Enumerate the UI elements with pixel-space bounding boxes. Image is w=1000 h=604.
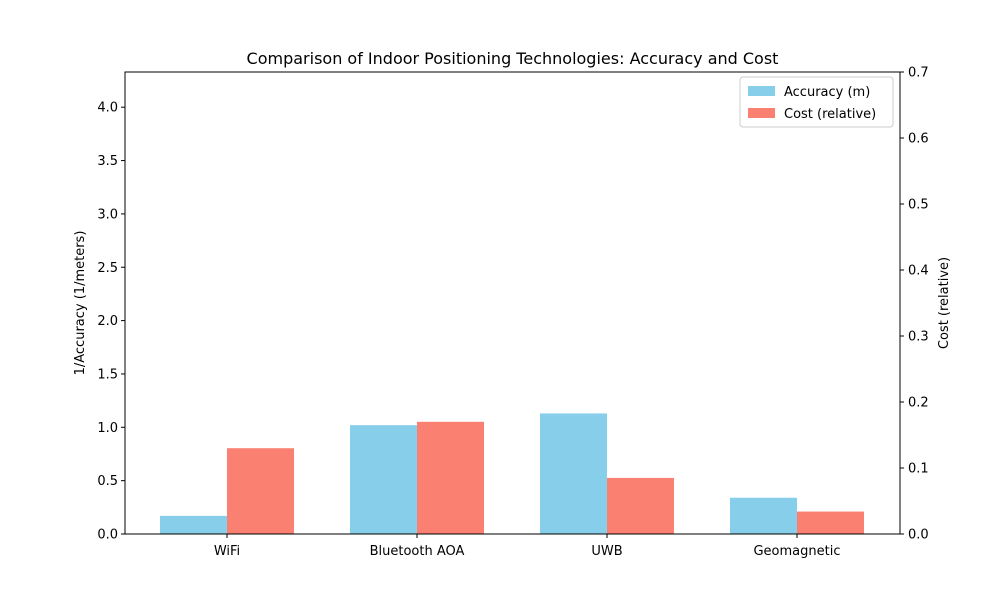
bar-accuracy-uwb	[540, 413, 607, 534]
left-y-tick-label: 1.5	[97, 367, 118, 382]
legend-box	[739, 76, 894, 128]
legend-swatch	[748, 108, 775, 118]
left-y-tick-label: 0.5	[97, 474, 118, 489]
bar-cost-geomagnetic	[797, 511, 864, 534]
legend-entry-label: Cost (relative)	[784, 107, 876, 122]
x-tick-label: Bluetooth AOA	[370, 544, 465, 559]
left-y-tick-label: 0.0	[97, 528, 118, 543]
x-tick-label: Geomagnetic	[753, 544, 840, 559]
right-y-tick-label: 0.2	[908, 396, 929, 411]
left-y-tick-label: 3.0	[97, 207, 118, 222]
x-axis: WiFi Bluetooth AOA UWB Geomagnetic	[214, 534, 841, 559]
right-y-axis: 0.0 0.1 0.2 0.3 0.4 0.5 0.6 0.7	[900, 66, 929, 543]
left-y-tick-label: 2.0	[97, 314, 118, 329]
bars-layer	[160, 413, 864, 534]
plot-frame	[124, 71, 901, 535]
left-y-tick-label: 1.0	[97, 421, 118, 436]
left-y-tick-label: 3.5	[97, 154, 118, 169]
bar-cost-wifi	[227, 448, 294, 534]
x-tick-label: WiFi	[214, 544, 240, 559]
left-y-axis: 0.0 0.5 1.0 1.5 2.0 2.5 3.0 3.5 4.0	[97, 101, 125, 543]
bar-accuracy-geomagnetic	[730, 497, 797, 534]
x-tick-label: UWB	[591, 544, 622, 559]
right-y-tick-label: 0.7	[908, 66, 929, 81]
legend-entry-label: Accuracy (m)	[784, 85, 870, 100]
left-y-tick-label: 4.0	[97, 101, 118, 116]
bar-cost-bluetooth-aoa	[417, 421, 484, 534]
right-y-tick-label: 0.6	[908, 132, 929, 147]
right-y-tick-label: 0.3	[908, 330, 929, 345]
bar-cost-uwb	[607, 477, 674, 534]
left-y-axis-label: 1/Accuracy (1/meters)	[73, 231, 88, 376]
right-y-tick-label: 0.0	[908, 528, 929, 543]
right-y-axis-label: Cost (relative)	[937, 257, 952, 349]
left-y-tick-label: 2.5	[97, 261, 118, 276]
right-y-tick-label: 0.4	[908, 264, 929, 279]
legend-swatch	[748, 86, 775, 96]
legend: Accuracy (m) Cost (relative)	[739, 76, 894, 128]
right-y-tick-label: 0.1	[908, 462, 929, 477]
bar-accuracy-bluetooth-aoa	[350, 425, 417, 534]
chart-title: Comparison of Indoor Positioning Technol…	[247, 49, 779, 68]
right-y-tick-label: 0.5	[908, 198, 929, 213]
bar-accuracy-wifi	[160, 515, 227, 534]
